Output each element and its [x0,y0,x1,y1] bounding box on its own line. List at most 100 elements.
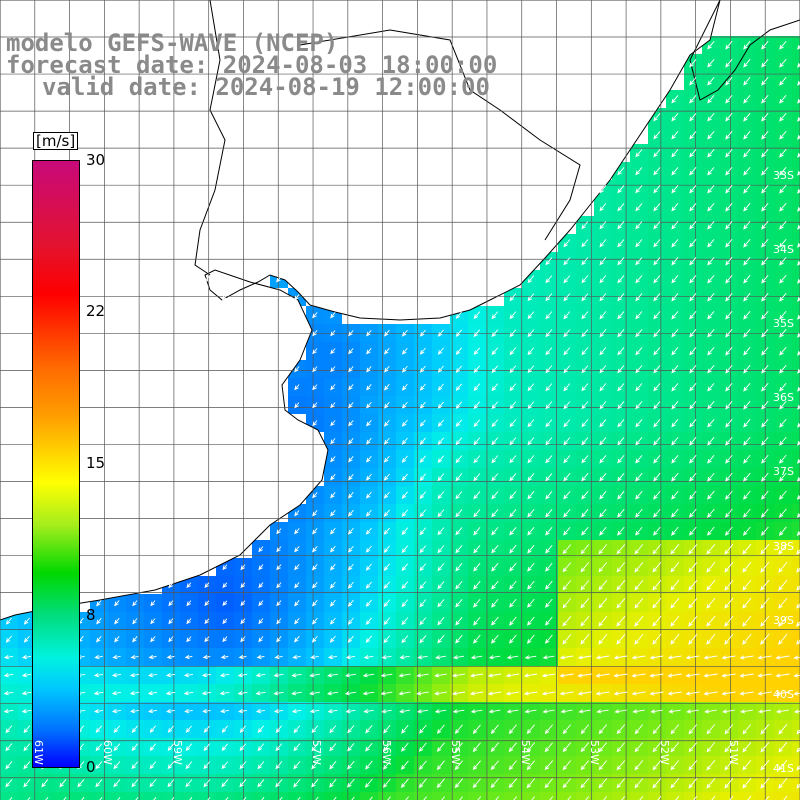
wind-arrow [598,562,608,573]
wind-arrow [689,149,697,158]
wind-arrow [689,221,697,230]
wind-arrow [294,510,300,517]
wind-arrow [693,795,698,800]
wind-arrow [473,616,481,626]
wind-arrow [381,709,392,714]
wind-arrow [437,563,445,572]
wind-arrow [452,673,465,678]
wind-arrow [688,544,698,555]
wind-cell [792,396,800,414]
wind-arrow [366,330,372,337]
wind-arrow [23,779,31,788]
wind-arrow [634,760,644,771]
wind-arrow [294,564,300,571]
wind-arrow [598,742,608,753]
wind-arrow [631,673,646,678]
wind-arrow [171,797,175,800]
wind-arrow [219,691,230,696]
wind-arrow [761,382,769,392]
wind-arrow [345,709,356,714]
wind-arrow [563,526,571,536]
wind-arrow [653,472,661,482]
wind-cell [360,792,378,800]
wind-arrow [721,655,736,660]
wind-cell [288,792,306,800]
wind-arrow [527,562,535,572]
wind-arrow [743,94,751,104]
wind-arrow [635,383,643,392]
wind-arrow [131,743,139,752]
wind-arrow [653,275,661,284]
wind-cell [504,792,522,800]
wind-arrow [581,347,589,356]
wind-arrow [96,600,102,607]
wind-arrow [326,691,339,696]
wind-arrow [671,311,679,320]
wind-arrow [724,579,734,591]
wind-arrow [3,709,14,714]
wind-arrow [149,743,157,752]
wind-arrow [275,725,283,734]
wind-arrow [419,329,426,337]
wind-arrow [541,673,556,678]
wind-arrow [670,742,680,753]
wind-arrow [276,528,282,535]
wind-arrow [652,778,662,789]
wind-arrow [275,761,283,770]
wind-cell [792,108,800,126]
wind-arrow [114,618,120,625]
wind-arrow [707,526,715,536]
wind-arrow [761,346,769,356]
wind-arrow [595,691,610,696]
wind-arrow [796,549,800,555]
wind-arrow [797,80,800,86]
wind-arrow [527,293,535,302]
wind-cell [792,432,800,450]
wind-arrow [707,149,715,158]
wind-arrow [653,239,661,248]
wind-arrow [491,365,499,374]
wind-arrow [258,582,264,589]
wind-arrow [526,760,535,771]
wind-arrow [524,709,537,714]
wind-arrow [743,436,751,446]
wind-arrow [577,673,592,678]
wind-arrow [631,691,646,696]
wind-arrow [617,383,625,392]
wind-arrow [779,400,787,410]
wind-arrow [93,709,104,714]
wind-arrow [366,384,372,391]
wind-arrow [452,655,465,660]
wind-arrow [148,708,157,714]
coastline [0,0,721,621]
wind-arrow [437,617,445,626]
wind-arrow [509,401,517,410]
wind-arrow [222,600,228,606]
lat-label: 39S [773,613,794,627]
wind-arrow [221,725,228,734]
wind-arrow [670,544,680,555]
wind-arrow [347,617,354,625]
wind-arrow [509,527,517,536]
wind-arrow [689,311,697,320]
wind-arrow [401,581,409,590]
wind-arrow [650,709,663,714]
wind-arrow [686,709,699,714]
wind-arrow [635,365,643,374]
wind-arrow [595,673,610,678]
wind-arrow [778,741,788,753]
wind-arrow [41,779,49,788]
wind-arrow [348,491,354,499]
wind-arrow [95,761,103,770]
wind-arrow [383,635,391,644]
wind-arrow [383,617,391,626]
wind-arrow [3,691,14,696]
wind-arrow [365,742,373,752]
wind-arrow [743,382,751,392]
wind-arrow [761,328,769,338]
wind-arrow [491,311,499,320]
wind-arrow [276,618,282,625]
wind-arrow [203,725,210,733]
wind-cell [558,792,576,800]
wind-arrow [598,633,608,645]
